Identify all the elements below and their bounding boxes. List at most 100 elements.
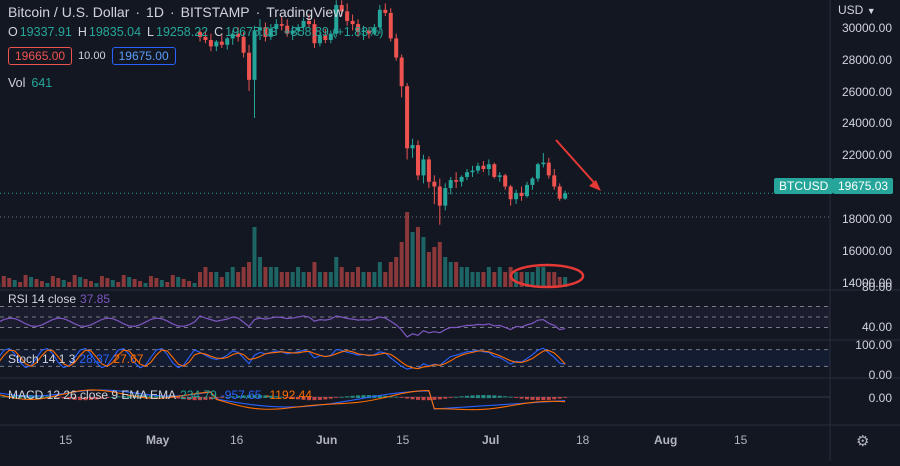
volume-bar	[367, 272, 371, 287]
volume-bar	[225, 272, 229, 287]
stoch-legend: Stoch 14 1 3 28.37 27.67	[8, 352, 143, 366]
candle-body	[547, 163, 551, 176]
volume-bar	[329, 272, 333, 287]
volume-bar	[536, 267, 540, 287]
macd-histogram-bar	[438, 397, 442, 399]
symbol-title: Bitcoin / U.S. Dollar	[8, 4, 129, 20]
candle-body	[389, 13, 393, 38]
volume-value: 641	[31, 76, 52, 90]
macd-histogram-bar	[460, 396, 464, 397]
sell-button[interactable]: 19665.00	[8, 47, 72, 65]
volume-bar	[144, 283, 148, 287]
volume-bar	[356, 267, 360, 287]
stoch-label: Stoch 14 1 3	[8, 352, 75, 366]
volume-bar	[2, 276, 6, 287]
volume-bar	[258, 257, 262, 287]
macd-histogram-bar	[411, 397, 415, 399]
volume-bar	[84, 279, 88, 287]
volume-bar	[7, 278, 11, 287]
macd-histogram-bar	[334, 397, 338, 398]
interval-label[interactable]: 1D	[146, 4, 164, 20]
candle-body	[454, 180, 458, 182]
macd-histogram-bar	[329, 397, 333, 399]
macd-value: -957.65	[221, 388, 262, 402]
header-separator: ·	[135, 4, 140, 20]
time-tick-label: Jul	[482, 433, 499, 447]
volume-bar	[231, 267, 235, 287]
candle-body	[421, 159, 425, 175]
volume-bar	[443, 257, 447, 287]
annotation-arrow-head	[589, 180, 601, 191]
candle-body	[525, 185, 529, 196]
macd-histogram-bar	[465, 396, 469, 398]
volume-bar	[40, 281, 44, 287]
volume-bar	[242, 267, 246, 287]
macd-histogram-bar	[471, 395, 475, 398]
candle-body	[487, 164, 491, 169]
macd-legend: MACD 12 26 close 9 EMA EMA 234.79 -957.6…	[8, 388, 312, 402]
macd-histogram-bar	[487, 395, 491, 398]
macd-label: MACD 12 26 close 9 EMA EMA	[8, 388, 176, 402]
volume-bar	[503, 272, 507, 287]
rsi-axis-80: 80.00	[862, 280, 892, 294]
volume-bar	[547, 272, 551, 287]
macd-histogram-bar	[454, 397, 458, 398]
volume-bar	[133, 279, 137, 287]
volume-bar	[432, 247, 436, 287]
stoch-d-value: 27.67	[113, 352, 143, 366]
annotation-arrow-shaft	[556, 140, 598, 187]
high-label: H	[78, 25, 87, 39]
volume-bar	[56, 278, 60, 287]
volume-bar	[89, 281, 93, 287]
volume-bar	[253, 227, 257, 287]
volume-bar	[182, 279, 186, 287]
volume-bar	[127, 277, 131, 287]
macd-histogram-bar	[498, 396, 502, 398]
volume-bar	[51, 276, 55, 287]
candle-body	[498, 175, 502, 177]
volume-bar	[73, 275, 77, 287]
currency-label: USD	[838, 3, 863, 17]
macd-hist-value: 234.79	[180, 388, 217, 402]
volume-bar	[345, 272, 349, 287]
spread-value: 10.00	[78, 50, 106, 62]
close-label: C	[214, 25, 223, 39]
candle-body	[220, 42, 224, 45]
volume-bar	[122, 275, 126, 287]
rsi-label: RSI 14 close	[8, 292, 76, 306]
macd-histogram-bar	[558, 397, 562, 399]
buy-button[interactable]: 19675.00	[112, 47, 176, 65]
candle-body	[427, 159, 431, 181]
candle-body	[416, 145, 420, 175]
volume-bar	[394, 257, 398, 287]
macd-histogram-bar	[492, 395, 496, 398]
source-label: TradingView	[266, 4, 343, 20]
volume-bar	[362, 272, 366, 287]
volume-bar	[471, 272, 475, 287]
gear-icon[interactable]: ⚙	[856, 432, 869, 450]
candle-body	[552, 175, 556, 186]
currency-selector[interactable]: USD ▼	[838, 3, 876, 17]
volume-bar	[552, 272, 556, 287]
macd-histogram-bar	[547, 397, 551, 400]
rsi-legend: RSI 14 close 37.85	[8, 292, 110, 306]
volume-label: Vol	[8, 76, 25, 90]
volume-bar	[247, 262, 251, 287]
volume-bar	[100, 276, 104, 287]
volume-bar	[438, 242, 442, 287]
volume-bar	[318, 272, 322, 287]
time-tick-label: 15	[396, 433, 409, 447]
candle-body	[400, 58, 404, 87]
time-tick-label: 16	[230, 433, 243, 447]
macd-histogram-bar	[432, 397, 436, 400]
volume-bar	[198, 272, 202, 287]
candle-body	[465, 172, 469, 177]
macd-histogram-bar	[541, 397, 545, 400]
candle-body	[471, 171, 475, 173]
volume-bar	[449, 262, 453, 287]
stoch-k-value: 28.37	[79, 352, 109, 366]
volume-bar	[165, 282, 169, 287]
macd-histogram-bar	[400, 397, 404, 398]
volume-bar	[280, 272, 284, 287]
candle-body	[351, 21, 355, 24]
